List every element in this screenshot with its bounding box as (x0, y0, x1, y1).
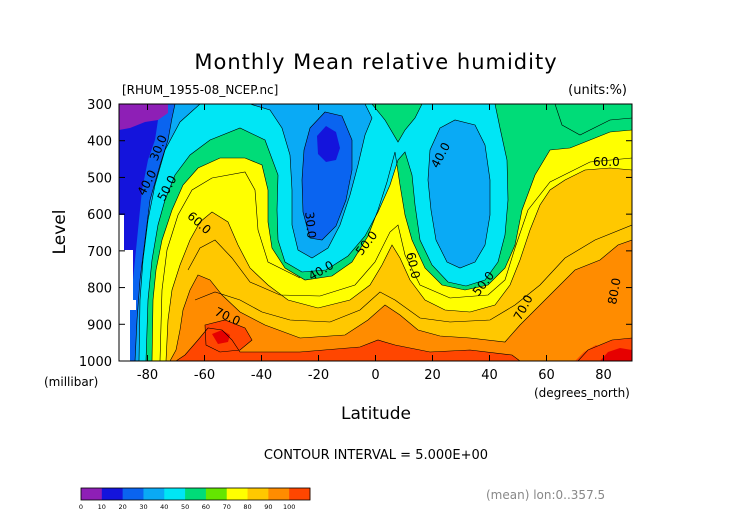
contour-fill-darkblue (119, 104, 340, 361)
colorbar-label: 80 (243, 503, 251, 511)
y-tick-label: 400 (87, 135, 112, 150)
colorbar-swatch (247, 488, 269, 500)
contour-line (301, 111, 353, 241)
colorbar-swatch (101, 488, 124, 500)
contour-line (204, 319, 253, 353)
x-tick-label: 60 (538, 368, 555, 383)
x-axis-label: Latitude (341, 404, 411, 424)
y-tick-label: 900 (87, 318, 112, 333)
file-label: [RHUM_1955-08_NCEP.nc] (122, 83, 278, 97)
contour-label: 80.0 (605, 277, 623, 306)
x-unit-label: (degrees_north) (534, 386, 630, 400)
x-tick-label: -60 (194, 368, 215, 383)
x-tick-label: -40 (251, 368, 272, 383)
units-label: (units:%) (568, 83, 627, 98)
y-axis-label: Level (50, 210, 70, 255)
averaging-note: (mean) lon:0..357.5 (486, 488, 605, 502)
colorbar-swatch (289, 488, 311, 500)
contour-fill-purple (119, 104, 168, 130)
x-tick-label: -80 (137, 368, 158, 383)
contour-interval-text: CONTOUR INTERVAL = 5.000E+00 (264, 448, 488, 463)
y-unit-label: (millibar) (44, 375, 98, 389)
colorbar-label: 70 (223, 503, 231, 511)
contour-line (371, 104, 423, 143)
contour-line (138, 104, 201, 361)
colorbar-swatch (143, 488, 165, 500)
colorbar-label: 40 (160, 503, 168, 511)
colorbar-label: 50 (181, 503, 189, 511)
colorbar-label: 100 (283, 503, 295, 511)
y-tick-label: 800 (87, 282, 112, 297)
colorbar-swatch (205, 488, 228, 500)
contour-label: 60.0 (593, 155, 620, 169)
plot-area: 30.040.050.060.070.030.040.050.060.040.0… (79, 98, 633, 383)
filled-contours (119, 104, 632, 361)
contour-line (249, 104, 373, 259)
colorbar-swatch (268, 488, 290, 500)
contour-line (187, 157, 632, 299)
contour-label: 60.0 (403, 251, 422, 280)
contour-line (151, 129, 632, 361)
colorbar-swatch (122, 488, 144, 500)
contour-lines (134, 104, 632, 361)
colorbar: 0 10 20 30 40 50 60 70 80 90 100 (79, 487, 311, 511)
x-tick-label: -20 (308, 368, 329, 383)
x-axis-ticks: -80 -60 -40 -20 0 20 40 60 80 (137, 104, 612, 383)
contour-fill-lightblue (119, 104, 490, 361)
x-tick-label: 80 (595, 368, 612, 383)
chart-title: Monthly Mean relative humidity (194, 50, 557, 74)
y-tick-label: 600 (87, 208, 112, 223)
colorbar-label: 10 (98, 503, 106, 511)
colorbar-swatch (185, 488, 207, 500)
y-tick-label: 500 (87, 171, 112, 186)
contour-fill-north-darkred (600, 348, 632, 361)
y-tick-label: 700 (87, 245, 112, 260)
x-tick-label: 20 (424, 368, 441, 383)
colorbar-swatch (81, 488, 103, 500)
colorbar-label: 90 (264, 503, 272, 511)
colorbar-label: 0 (79, 503, 83, 511)
colorbar-label: 20 (118, 503, 126, 511)
contour-line (194, 224, 632, 323)
contour-line (577, 337, 632, 361)
contour-line (165, 167, 632, 361)
x-tick-label: 40 (481, 368, 498, 383)
colorbar-swatch (226, 488, 248, 500)
contour-line (134, 104, 176, 361)
x-tick-label: 0 (371, 368, 379, 383)
contour-line (554, 104, 632, 136)
colorbar-label: 60 (202, 503, 210, 511)
contour-line (169, 239, 632, 361)
y-tick-label: 1000 (79, 355, 112, 370)
y-axis-ticks: 300 400 500 600 700 800 900 1000 (79, 98, 632, 370)
colorbar-label: 30 (139, 503, 147, 511)
contour-label: 30.0 (302, 211, 318, 239)
contour-line (175, 327, 521, 361)
colorbar-frame (80, 487, 311, 501)
y-tick-label: 300 (87, 98, 112, 113)
contour-line (145, 104, 509, 361)
colorbar-swatch (164, 488, 186, 500)
contour-line (427, 119, 491, 269)
contour-line (159, 171, 301, 361)
